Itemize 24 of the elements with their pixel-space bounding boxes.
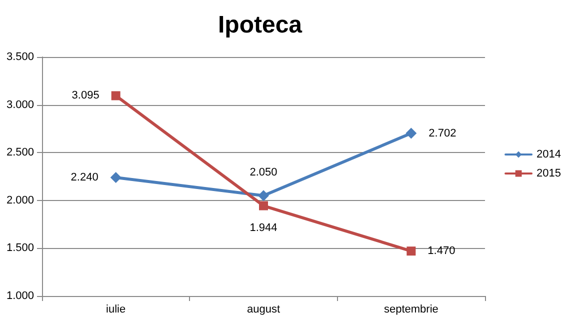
x-tick-label: august xyxy=(246,304,280,316)
y-tick-label: 1.000 xyxy=(6,290,34,302)
data-label: 2.240 xyxy=(70,171,98,184)
x-tick-label: septembrie xyxy=(384,304,438,316)
data-label: 1.470 xyxy=(428,245,456,258)
y-tick-label: 2.500 xyxy=(6,146,34,159)
point xyxy=(110,172,122,183)
y-tick-label: 2.000 xyxy=(6,194,34,206)
point xyxy=(258,190,269,202)
data-label: 2.050 xyxy=(250,166,278,179)
legend-label: 2014 xyxy=(536,148,562,160)
y-tick-label: 3.500 xyxy=(6,51,34,63)
point xyxy=(111,91,120,100)
data-label: 2.702 xyxy=(428,127,456,140)
point xyxy=(259,201,268,210)
point xyxy=(406,246,416,256)
data-label: 3.095 xyxy=(72,90,100,102)
data-label: 1.944 xyxy=(250,222,278,234)
legend-label: 2015 xyxy=(536,168,562,180)
point xyxy=(406,128,417,139)
x-tick-label: iulie xyxy=(106,304,126,316)
y-tick-label: 3.000 xyxy=(6,98,34,111)
chart-title: Ipoteca xyxy=(218,12,303,38)
y-tick-label: 1.500 xyxy=(6,242,34,254)
